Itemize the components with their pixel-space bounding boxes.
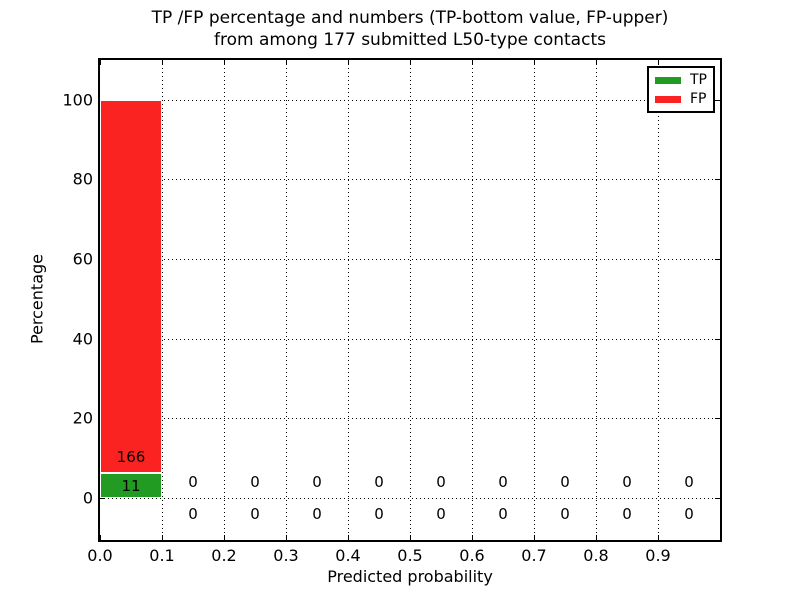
chart-title: TP /FP percentage and numbers (TP-bottom…	[152, 7, 669, 51]
x-tick-mark	[100, 535, 101, 540]
x-tick-mark-top	[286, 60, 287, 65]
y-tick-mark-right	[715, 418, 720, 420]
x-tick-mark	[224, 535, 225, 540]
x-axis-label: Predicted probability	[327, 567, 493, 586]
tp-count-label: 0	[312, 505, 322, 523]
x-tick-mark	[348, 535, 349, 540]
tp-swatch-icon	[655, 76, 681, 84]
y-tick-label: 0	[82, 488, 93, 508]
y-tick-mark-right	[715, 179, 720, 181]
y-tick-label: 80	[72, 169, 93, 189]
x-tick-label: 0.9	[645, 546, 671, 565]
fp-count-label: 0	[560, 473, 570, 491]
x-tick-mark	[410, 535, 411, 540]
tp-count-label: 0	[560, 505, 570, 523]
tp-count-label: 0	[436, 505, 446, 523]
fp-count-label: 0	[436, 473, 446, 491]
x-tick-mark-top	[348, 60, 349, 65]
x-tick-label: 0.7	[521, 546, 547, 565]
x-tick-mark	[286, 535, 287, 540]
tp-legend-label: TP	[690, 71, 707, 88]
bar-segment-fp	[100, 99, 162, 474]
x-tick-mark	[162, 535, 163, 540]
legend-item-tp: TP	[655, 71, 707, 88]
gridline-vertical	[658, 60, 659, 540]
y-tick-mark-right	[715, 338, 720, 340]
tp-count-label: 0	[374, 505, 384, 523]
tp-count-label: 11	[121, 476, 141, 495]
y-axis-label: Percentage	[27, 253, 47, 345]
y-tick-label: 60	[72, 249, 93, 269]
x-tick-label: 0.6	[459, 546, 485, 565]
gridline-vertical	[534, 60, 535, 540]
y-tick-label: 40	[72, 329, 93, 349]
tp-count-label: 0	[622, 505, 632, 523]
fp-count-label: 0	[188, 473, 198, 491]
fp-count-label: 0	[250, 473, 260, 491]
x-tick-mark-top	[100, 60, 101, 65]
fp-count-label: 0	[684, 473, 694, 491]
gridline-vertical	[162, 60, 163, 540]
x-tick-mark-top	[410, 60, 411, 65]
x-tick-mark	[534, 535, 535, 540]
gridline-vertical	[472, 60, 473, 540]
tp-count-label: 0	[188, 505, 198, 523]
x-tick-mark-top	[596, 60, 597, 65]
y-tick-label: 20	[72, 408, 93, 428]
gridline-vertical	[596, 60, 597, 540]
y-tick-mark-right	[715, 259, 720, 260]
fp-count-label: 0	[374, 473, 384, 491]
tp-count-label: 0	[250, 505, 260, 523]
x-tick-mark-top	[162, 60, 163, 65]
gridline-vertical	[348, 60, 349, 540]
fp-legend-label: FP	[690, 90, 707, 107]
x-tick-mark-top	[224, 60, 225, 65]
fp-swatch-icon	[655, 95, 681, 103]
y-tick-mark	[100, 498, 105, 499]
chart-title-line2: from among 177 submitted L50-type contac…	[214, 30, 606, 50]
x-tick-mark-top	[472, 60, 473, 65]
x-tick-mark-top	[658, 60, 659, 65]
x-tick-mark-top	[534, 60, 535, 65]
tp-count-label: 0	[684, 505, 694, 523]
x-tick-label: 0.2	[211, 546, 237, 565]
x-tick-mark	[596, 535, 597, 540]
gridline-vertical	[224, 60, 225, 540]
x-tick-label: 0.5	[397, 546, 423, 565]
legend-item-fp: FP	[655, 90, 707, 107]
y-tick-label: 100	[62, 90, 93, 110]
legend: TP FP	[647, 66, 715, 113]
fp-count-label: 0	[622, 473, 632, 491]
gridline-vertical	[410, 60, 411, 540]
x-tick-label: 0.3	[273, 546, 299, 565]
tp-count-label: 0	[498, 505, 508, 523]
y-tick-mark-right	[715, 498, 720, 499]
x-tick-label: 0.4	[335, 546, 361, 565]
x-tick-mark	[658, 535, 659, 540]
x-tick-label: 0.8	[583, 546, 609, 565]
x-tick-mark	[472, 535, 473, 540]
fp-count-label: 0	[498, 473, 508, 491]
chart-title-line1: TP /FP percentage and numbers (TP-bottom…	[151, 8, 669, 28]
bar-segment-tp	[100, 473, 162, 498]
y-tick-mark-right	[715, 99, 720, 101]
plot-area: 166 11 0 0 0 0 0 0 0 0 0 0 0 0 0 0 0 0 0 0	[98, 58, 722, 542]
fp-count-label: 166	[116, 448, 146, 467]
gridline-vertical	[286, 60, 287, 540]
x-tick-label: 0.0	[87, 546, 113, 565]
fp-count-label: 0	[312, 473, 322, 491]
x-tick-label: 0.1	[149, 546, 175, 565]
